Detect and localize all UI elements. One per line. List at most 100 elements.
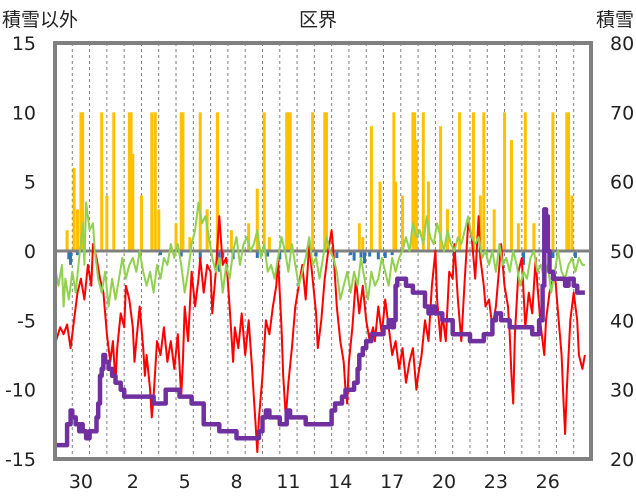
bar: [229, 230, 233, 251]
bar: [153, 112, 157, 251]
bar: [376, 251, 380, 260]
bar: [378, 181, 382, 251]
bar: [127, 112, 131, 251]
bar: [247, 223, 251, 251]
bar: [188, 237, 192, 251]
bar: [359, 251, 363, 258]
bar: [421, 112, 425, 251]
bar: [267, 237, 271, 251]
y-left-tick: -10: [5, 380, 36, 402]
bar: [255, 251, 259, 258]
x-tick: 17: [380, 471, 404, 493]
chart-title: 区界: [299, 9, 337, 31]
bar: [158, 251, 162, 256]
y-right-tick: 40: [610, 310, 634, 332]
bar: [131, 153, 135, 251]
bar: [551, 112, 555, 251]
bar: [394, 181, 398, 251]
bar: [198, 112, 202, 251]
bar: [174, 223, 178, 251]
bar: [567, 112, 571, 251]
y-left-tick: 5: [24, 172, 36, 194]
bar: [532, 223, 536, 251]
bar: [349, 251, 353, 256]
bar: [335, 251, 339, 258]
bar: [414, 140, 418, 251]
bar: [522, 251, 526, 265]
bar: [255, 188, 259, 251]
x-tick: 30: [69, 471, 93, 493]
bar: [179, 112, 183, 251]
y-left-tick-labels: 15 10 5 0 -5 -10 -15: [5, 33, 36, 471]
y-left-tick: 15: [12, 33, 36, 55]
bar: [100, 112, 104, 251]
y-right-tick: 70: [610, 102, 634, 124]
bar: [157, 209, 161, 251]
bar: [551, 251, 555, 258]
x-tick: 2: [127, 471, 139, 493]
y-right-axis-label: 積雪: [596, 9, 634, 31]
y-left-tick: -15: [5, 449, 36, 471]
bar: [439, 126, 443, 251]
bar: [266, 251, 270, 257]
bar: [426, 181, 430, 251]
bar: [314, 251, 318, 257]
x-tick: 5: [179, 471, 191, 493]
bar: [81, 112, 85, 251]
bar: [75, 251, 79, 256]
bar: [570, 195, 574, 251]
bar: [324, 112, 328, 251]
bar: [516, 223, 520, 251]
y-right-tick: 60: [610, 172, 634, 194]
temperature-line: [54, 201, 585, 308]
bar: [413, 112, 417, 251]
bar: [362, 251, 366, 264]
bar: [181, 112, 185, 251]
bar: [285, 112, 289, 251]
bar: [288, 112, 292, 251]
bar: [523, 112, 527, 251]
bar: [392, 112, 396, 251]
bar: [401, 195, 405, 251]
y-right-tick: 50: [610, 241, 634, 263]
plot-frame: [53, 41, 593, 461]
bar: [565, 112, 569, 251]
bar: [198, 251, 202, 260]
x-tick: 20: [432, 471, 456, 493]
line-series: [54, 201, 586, 454]
bar: [383, 251, 387, 258]
bar: [67, 251, 71, 260]
x-tick-labels: 30 2 5 8 11 14 17 20 23 26: [69, 471, 560, 493]
bar: [390, 251, 394, 256]
bar: [278, 251, 282, 260]
bar: [369, 126, 373, 251]
bar: [79, 112, 83, 251]
x-tick: 8: [231, 471, 243, 493]
y-left-tick: 0: [24, 241, 36, 263]
bar: [69, 251, 73, 265]
bar: [72, 167, 76, 251]
bar: [262, 112, 266, 251]
y-left-tick: -5: [17, 310, 36, 332]
bar: [478, 195, 482, 251]
bar: [411, 112, 415, 251]
bar: [471, 112, 475, 251]
bar: [112, 112, 116, 251]
snow-depth-line: [55, 207, 585, 448]
x-tick: 23: [484, 471, 508, 493]
y-right-tick: 20: [610, 449, 634, 471]
bar: [361, 237, 365, 251]
bar: [129, 112, 133, 251]
bar: [352, 251, 356, 261]
bar: [75, 209, 79, 251]
bar: [311, 112, 315, 251]
bar: [482, 112, 486, 251]
bar: [216, 112, 220, 251]
bar: [65, 230, 69, 251]
y-left-axis-label: 積雪以外: [2, 9, 78, 31]
bar: [458, 112, 462, 251]
bar: [150, 112, 154, 251]
bar: [503, 112, 507, 251]
x-tick: 11: [276, 471, 300, 493]
